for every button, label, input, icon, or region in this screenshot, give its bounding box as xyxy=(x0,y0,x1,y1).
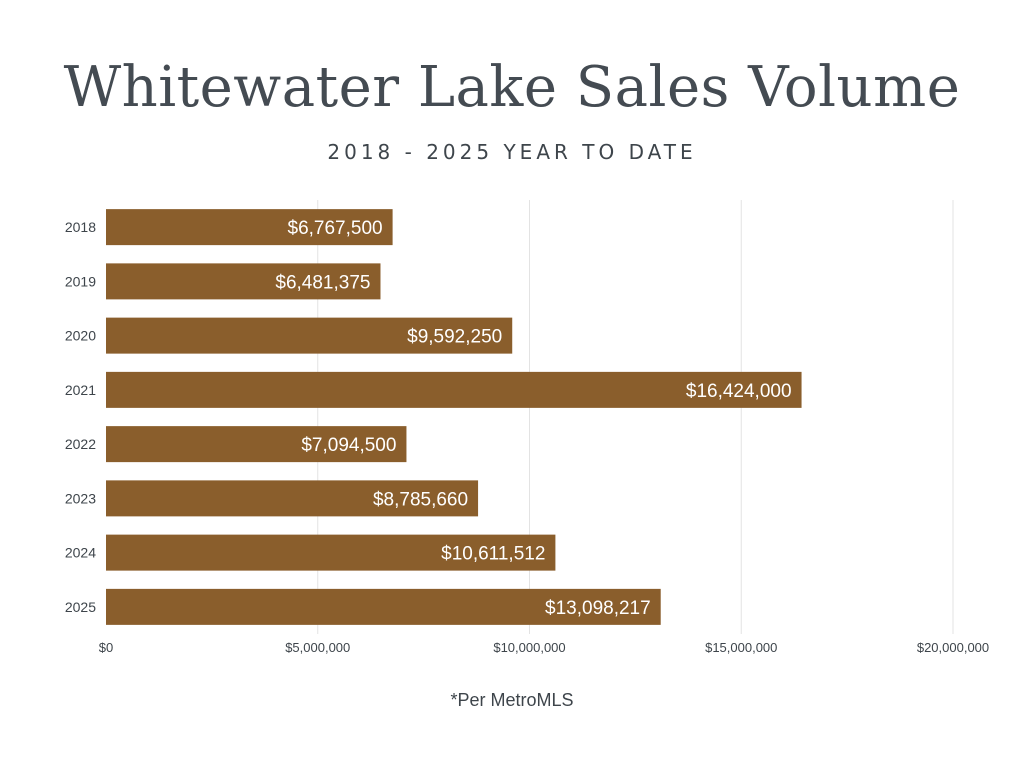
y-tick-label: 2021 xyxy=(65,382,96,398)
y-tick-label: 2020 xyxy=(65,328,96,344)
bar-2021 xyxy=(106,371,802,408)
data-label: $6,481,375 xyxy=(275,272,370,293)
chart-title: Whitewater Lake Sales Volume xyxy=(63,55,961,120)
x-tick-label: $15,000,000 xyxy=(705,640,777,655)
data-label: $10,611,512 xyxy=(441,544,545,565)
y-tick-label: 2023 xyxy=(65,490,96,506)
data-label: $13,098,217 xyxy=(545,598,651,619)
y-tick-label: 2018 xyxy=(65,219,96,235)
bar-2020 xyxy=(106,317,513,354)
source-note: *Per MetroMLS xyxy=(450,690,574,710)
y-tick-label: 2019 xyxy=(65,273,96,289)
x-tick-label: $5,000,000 xyxy=(285,640,350,655)
bar-2023 xyxy=(106,480,479,517)
data-label: $6,767,500 xyxy=(288,218,383,239)
data-label: $16,424,000 xyxy=(686,381,792,402)
x-tick-label: $20,000,000 xyxy=(917,640,989,655)
bar-2018 xyxy=(106,209,393,246)
x-tick-label: $10,000,000 xyxy=(493,640,565,655)
bar-2019 xyxy=(106,263,381,300)
bar-2024 xyxy=(106,534,556,571)
data-label: $9,592,250 xyxy=(407,327,502,348)
data-label: $7,094,500 xyxy=(301,435,396,456)
bar-2022 xyxy=(106,426,407,463)
bar-2025 xyxy=(106,588,661,625)
chart-subtitle: 2018 - 2025 YEAR TO DATE xyxy=(327,140,697,164)
x-tick-label: $0 xyxy=(99,640,113,655)
y-tick-label: 2022 xyxy=(65,436,96,452)
data-label: $8,785,660 xyxy=(373,489,468,510)
y-tick-label: 2024 xyxy=(65,545,96,561)
y-tick-label: 2025 xyxy=(65,599,96,615)
